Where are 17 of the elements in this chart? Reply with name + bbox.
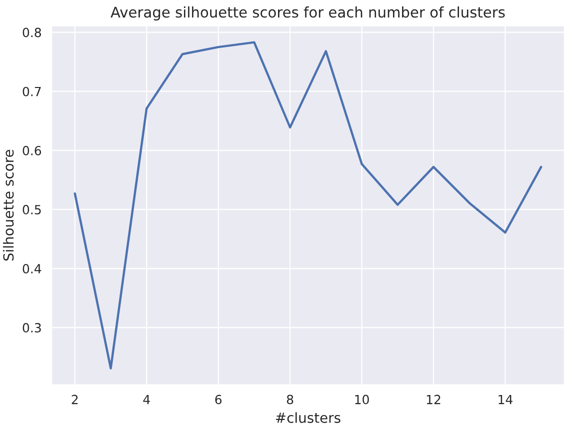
y-tick-label: 0.4 <box>22 264 42 274</box>
x-tick-label: 10 <box>355 394 369 404</box>
x-tick-label: 2 <box>72 394 78 404</box>
chart-title: Average silhouette scores for each number of clusters <box>110 6 505 20</box>
x-tick-label: 14 <box>498 394 512 404</box>
x-tick-label: 8 <box>286 394 294 404</box>
y-tick-label: 0.5 <box>22 204 41 214</box>
y-tick-label: 0.3 <box>22 323 41 332</box>
x-tick-label: 12 <box>426 394 440 404</box>
x-tick-label: 4 <box>143 394 150 404</box>
y-tick-label: 0.7 <box>22 86 41 96</box>
x-tick-label: 6 <box>215 394 222 404</box>
y-axis-title: Silhouette score <box>2 150 14 261</box>
y-tick-label: 0.6 <box>22 146 42 156</box>
x-axis-title: #clusters <box>276 412 340 423</box>
line-series <box>74 41 542 370</box>
y-tick-label: 0.8 <box>22 28 41 38</box>
